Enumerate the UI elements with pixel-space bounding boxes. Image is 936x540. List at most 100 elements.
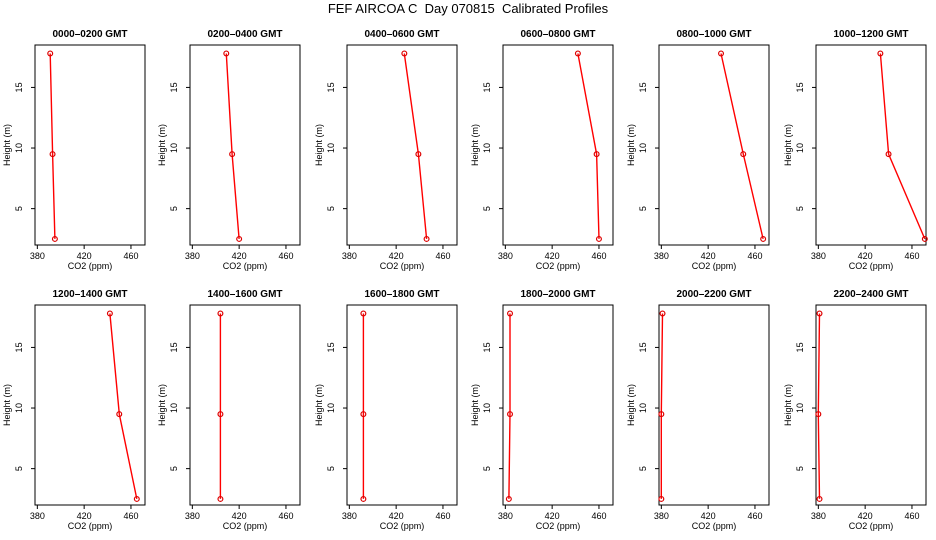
profile-line (403, 53, 428, 239)
data-point (360, 310, 367, 317)
x-tick-label: 420 (701, 511, 716, 521)
profile-line (109, 313, 138, 500)
x-tick-label: 380 (342, 251, 357, 261)
data-point (51, 235, 58, 242)
panel-title: 1400–1600 GMT (207, 289, 282, 300)
y-axis-label: Height (m) (783, 124, 793, 166)
plot-frame (346, 44, 458, 246)
y-tick-label: 10 (326, 403, 336, 413)
x-tick-label: 460 (435, 511, 450, 521)
x-tick-label: 420 (389, 251, 404, 261)
y-tick-label: 5 (169, 466, 179, 471)
y-axis-label: Height (m) (626, 124, 636, 166)
y-axis-label: Height (m) (626, 384, 636, 426)
panel-title: 2000–2200 GMT (676, 289, 751, 300)
plot-frame (189, 304, 301, 506)
panel-title: 1000–1200 GMT (833, 29, 908, 40)
data-point (595, 235, 602, 242)
panel-title: 1800–2000 GMT (520, 289, 595, 300)
y-axis-label: Height (m) (2, 384, 12, 426)
panel-title: 2200–2400 GMT (833, 289, 908, 300)
y-tick-label: 15 (169, 82, 179, 92)
panel-7: 1200–1400 GMT 380 420 460 CO2 (ppm) 5 10 15 Heig… (2, 289, 146, 531)
x-tick-label: 380 (185, 251, 200, 261)
x-tick-label: 460 (435, 251, 450, 261)
x-axis-label: CO2 (ppm) (536, 521, 581, 531)
y-tick-label: 10 (169, 143, 179, 153)
data-point (740, 151, 747, 158)
data-point (816, 310, 823, 317)
y-tick-label: 5 (638, 206, 648, 211)
x-tick-label: 420 (858, 251, 873, 261)
y-tick-label: 5 (795, 206, 805, 211)
y-tick-label: 15 (326, 342, 336, 352)
y-axis-label: Height (m) (157, 384, 167, 426)
y-tick-label: 10 (638, 143, 648, 153)
data-point (423, 235, 430, 242)
x-tick-label: 420 (389, 511, 404, 521)
x-axis-label: CO2 (ppm) (692, 261, 737, 271)
x-tick-label: 380 (811, 511, 826, 521)
y-tick-label: 5 (14, 206, 24, 211)
x-axis-label: CO2 (ppm) (849, 261, 894, 271)
y-tick-label: 15 (638, 82, 648, 92)
x-tick-label: 420 (545, 251, 560, 261)
y-tick-label: 15 (326, 82, 336, 92)
x-tick-label: 380 (30, 511, 45, 521)
data-point (415, 151, 422, 158)
x-axis-label: CO2 (ppm) (692, 521, 737, 531)
plot-frame (34, 44, 146, 246)
x-tick-label: 420 (77, 251, 92, 261)
y-tick-label: 5 (326, 206, 336, 211)
page-title: FEF AIRCOA C Day 070815 Calibrated Profi… (327, 1, 609, 16)
panel-1: 0000–0200 GMT 380 420 460 CO2 (ppm) 5 10 15 Heig… (2, 29, 146, 271)
y-tick-label: 15 (795, 342, 805, 352)
panel-12: 2200–2400 GMT 380 420 460 CO2 (ppm) 5 10 15 Heig… (783, 289, 927, 531)
y-axis-label: Height (m) (470, 124, 480, 166)
x-tick-label: 380 (498, 251, 513, 261)
panel-title: 0800–1000 GMT (676, 29, 751, 40)
x-tick-label: 460 (747, 511, 762, 521)
plot-frame (34, 304, 146, 506)
panel-title: 0200–0400 GMT (207, 29, 282, 40)
profile-line (879, 53, 926, 240)
data-point (217, 411, 224, 418)
plot-frame (346, 304, 458, 506)
data-point (593, 151, 600, 158)
panel-3: 0400–0600 GMT 380 420 460 CO2 (ppm) 5 10 15 Heig… (314, 29, 458, 271)
data-point (223, 50, 230, 57)
y-tick-label: 5 (482, 206, 492, 211)
x-axis-label: CO2 (ppm) (223, 521, 268, 531)
data-point (885, 151, 892, 158)
panel-title: 0600–0800 GMT (520, 29, 595, 40)
x-tick-label: 460 (278, 511, 293, 521)
profile-line (577, 53, 600, 239)
x-tick-label: 380 (811, 251, 826, 261)
x-tick-label: 420 (77, 511, 92, 521)
y-tick-label: 15 (169, 342, 179, 352)
x-tick-label: 380 (185, 511, 200, 521)
profile-line (720, 53, 764, 240)
y-tick-label: 5 (482, 466, 492, 471)
data-point (815, 411, 822, 418)
data-point (47, 50, 54, 57)
data-point (877, 50, 884, 57)
panel-4: 0600–0800 GMT 380 420 460 CO2 (ppm) 5 10 15 Heig… (470, 29, 614, 271)
data-point (236, 235, 243, 242)
x-axis-label: CO2 (ppm) (223, 261, 268, 271)
y-axis-label: Height (m) (157, 124, 167, 166)
data-point (505, 495, 512, 502)
data-point (360, 411, 367, 418)
y-tick-label: 15 (14, 82, 24, 92)
plot-frame (658, 44, 770, 246)
y-tick-label: 15 (14, 342, 24, 352)
panel-6: 1000–1200 GMT 380 420 460 CO2 (ppm) 5 10 15 Heig… (783, 29, 928, 271)
x-tick-label: 460 (591, 511, 606, 521)
data-point (574, 50, 581, 57)
x-tick-label: 460 (123, 251, 138, 261)
x-axis-label: CO2 (ppm) (536, 261, 581, 271)
x-axis-label: CO2 (ppm) (380, 521, 425, 531)
data-point (217, 310, 224, 317)
y-tick-label: 10 (638, 403, 648, 413)
